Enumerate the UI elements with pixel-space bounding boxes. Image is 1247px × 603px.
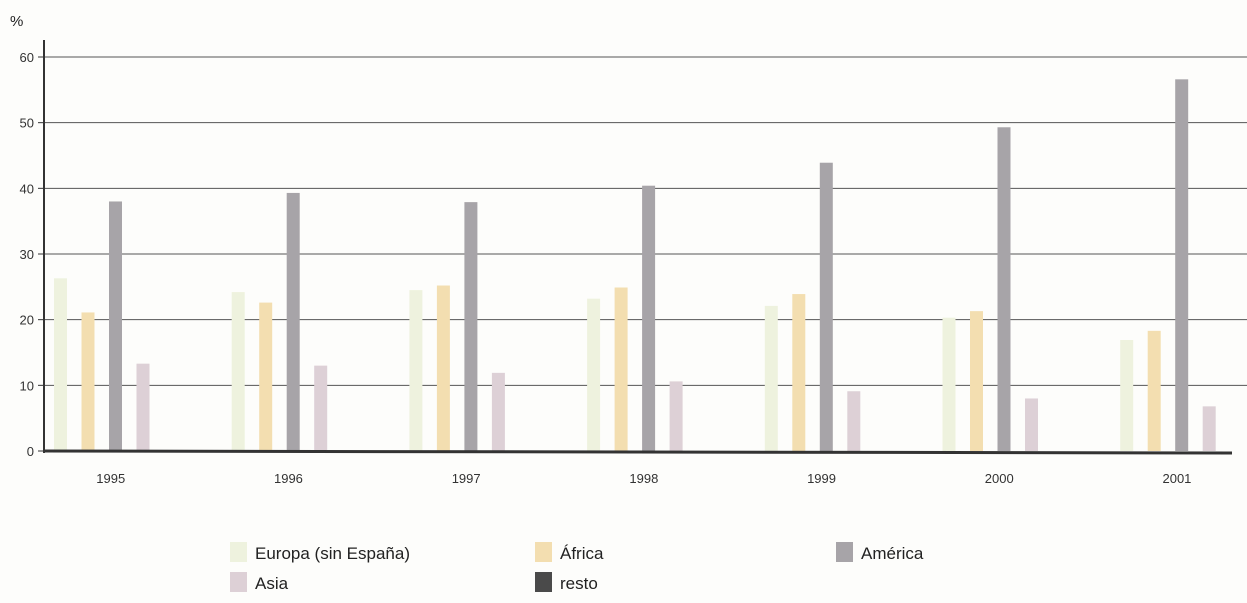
bar <box>942 317 956 451</box>
bar <box>314 365 328 451</box>
y-tick-label: 40 <box>20 181 34 196</box>
x-tick-label: 1999 <box>807 471 836 486</box>
y-tick-label: 20 <box>20 313 34 328</box>
bar <box>109 201 122 451</box>
x-tick-label: 1996 <box>274 471 303 486</box>
x-tick-label: 1997 <box>452 471 481 486</box>
legend: Europa (sin España) África América Asia rest… <box>230 542 924 593</box>
legend-swatch <box>535 542 552 562</box>
y-axis-unit-label: % <box>10 13 23 30</box>
bar <box>231 292 245 451</box>
bar <box>847 391 861 451</box>
bar <box>436 285 450 451</box>
bar <box>81 312 95 451</box>
legend-swatch <box>230 542 247 562</box>
y-tick-label: 60 <box>20 50 34 65</box>
x-tick-label: 1998 <box>629 471 658 486</box>
y-tick-labels: 0 10 20 30 40 50 60 <box>20 50 34 459</box>
legend-swatch <box>836 542 853 562</box>
legend-swatch <box>535 572 552 592</box>
bar <box>669 381 683 451</box>
bar <box>970 311 983 451</box>
bar <box>259 302 273 451</box>
bar <box>286 192 300 451</box>
bar <box>491 372 505 451</box>
x-tick-labels: 1995 1996 1997 1998 1999 2000 2001 <box>96 471 1191 486</box>
bar <box>1175 79 1189 452</box>
legend-label: resto <box>560 574 598 593</box>
y-tick-label: 10 <box>20 378 34 393</box>
x-tick-label: 2000 <box>985 471 1014 486</box>
legend-label: América <box>861 544 924 563</box>
x-axis-line <box>43 449 1233 455</box>
bar <box>764 305 778 451</box>
bar <box>587 298 601 451</box>
axes <box>43 40 1233 455</box>
legend-label: África <box>560 544 604 563</box>
x-tick-label: 1995 <box>96 471 125 486</box>
legend-swatch <box>230 572 247 592</box>
y-tick-label: 30 <box>20 247 34 262</box>
bar <box>464 202 478 451</box>
bar <box>792 294 806 451</box>
legend-label: Asia <box>255 574 289 593</box>
bars <box>54 79 1216 452</box>
bar <box>1025 398 1038 451</box>
bar <box>642 185 656 451</box>
y-tick-label: 50 <box>20 116 34 131</box>
bar <box>1120 340 1134 451</box>
bar <box>1202 406 1216 451</box>
bar <box>136 363 150 451</box>
bar <box>819 162 833 451</box>
bar <box>997 127 1011 451</box>
y-tick-label: 0 <box>27 444 34 459</box>
bar <box>614 287 628 451</box>
bar <box>1147 330 1161 451</box>
x-tick-label: 2001 <box>1162 471 1191 486</box>
bar <box>409 290 423 451</box>
bar <box>54 278 67 451</box>
legend-label: Europa (sin España) <box>255 544 410 563</box>
